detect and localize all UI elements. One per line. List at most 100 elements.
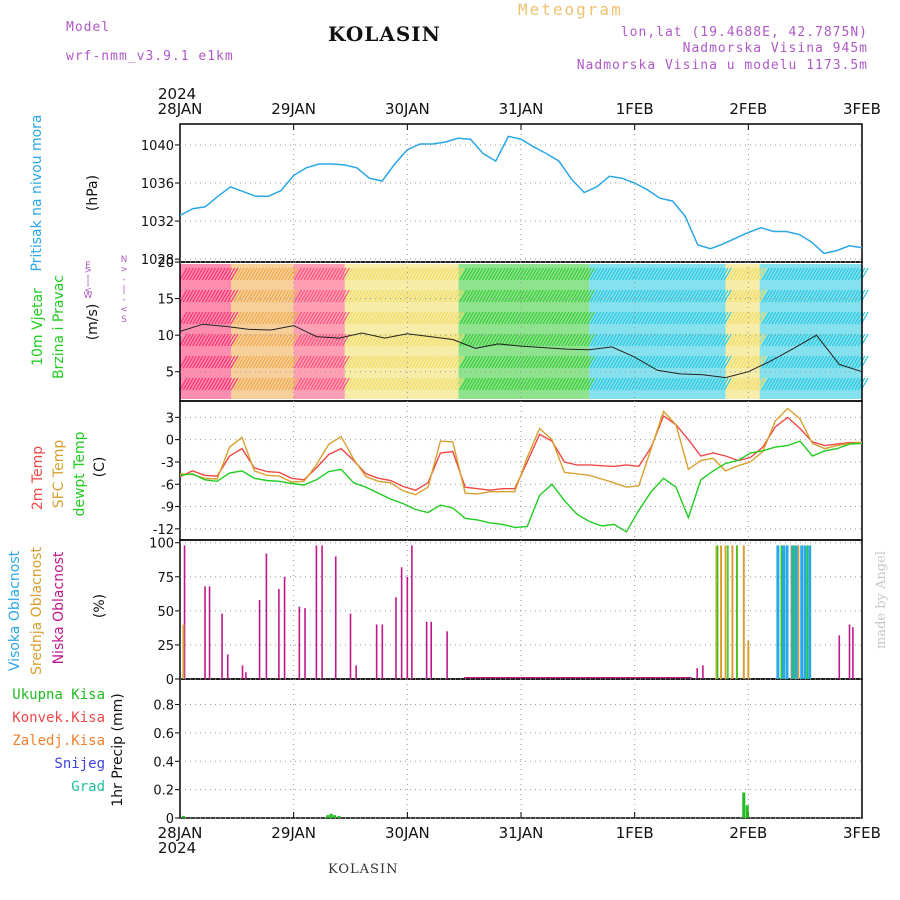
wind-barb [456, 267, 465, 281]
wind-legend-letter: - [122, 275, 125, 285]
wind-barb [446, 267, 455, 281]
wind-barb [182, 355, 191, 369]
wind-unit: (m/s) [85, 304, 101, 341]
wind-barb [399, 355, 408, 369]
wind-barb [561, 333, 570, 347]
wind-barb [494, 289, 503, 303]
wind-barb [653, 355, 662, 369]
wind-barb [666, 377, 675, 391]
wind-barb [236, 289, 245, 303]
wind-barb [714, 377, 723, 391]
wind-barb [278, 311, 287, 325]
wind-barb [437, 333, 446, 347]
wind-barb [663, 377, 672, 391]
wind-barb [303, 333, 312, 347]
wind-legend-letter: | [86, 276, 89, 286]
wind-barb [847, 377, 856, 391]
wind-barb [236, 333, 245, 347]
wind-barb [596, 377, 605, 391]
wind-barb [357, 267, 366, 281]
wind-barb [290, 267, 299, 281]
wind-barb [835, 289, 844, 303]
wind-barb [475, 377, 484, 391]
wind-barb [274, 333, 283, 347]
wind-barb [459, 355, 468, 369]
wind-barb [211, 377, 220, 391]
wind-barb [742, 267, 751, 281]
wind-barb [348, 333, 357, 347]
wind-barb [469, 311, 478, 325]
wind-barb [621, 355, 630, 369]
temp-series-dew [179, 440, 863, 533]
wind-barb [615, 289, 624, 303]
wind-barb [535, 333, 544, 347]
wind-barb [233, 289, 242, 303]
wind-barb [414, 267, 424, 281]
wind-barb [733, 333, 742, 347]
wind-barb [695, 377, 704, 391]
wind-barb [325, 289, 334, 303]
wind-barb [733, 267, 742, 281]
y-tick-label: 1036 [141, 177, 174, 192]
wind-barb [710, 311, 720, 325]
wind-barb [567, 311, 576, 325]
wind-barb [771, 355, 780, 369]
precip-bar [181, 815, 185, 818]
wind-barb [182, 267, 191, 281]
wind-barb [376, 355, 385, 369]
wind-barb [252, 355, 261, 369]
wind-barb [704, 267, 713, 281]
wind-barb [720, 267, 729, 281]
wind-barb [605, 377, 614, 391]
temp-ylabel-2m: 2m Temp [30, 446, 46, 510]
wind-barb [383, 289, 392, 303]
wind-barb [806, 377, 815, 391]
wind-barb [255, 311, 264, 325]
wind-barb [239, 333, 248, 347]
wind-barb [243, 311, 252, 325]
wind-barb [494, 355, 503, 369]
wind-barb [701, 333, 710, 347]
wind-barb [491, 355, 500, 369]
wind-barb [682, 377, 691, 391]
wind-barb [265, 311, 274, 325]
wind-barb [580, 267, 589, 281]
wind-barb [192, 333, 201, 347]
wind-barb [278, 355, 287, 369]
wind-barb [303, 355, 312, 369]
wind-barb [481, 289, 490, 303]
wind-barb [440, 333, 449, 347]
wind-barb [701, 377, 710, 391]
wind-barb [551, 355, 560, 369]
wind-barb [208, 377, 217, 391]
wind-barb [701, 311, 710, 325]
cloud-mid-bar [797, 545, 800, 679]
wind-barb [268, 377, 277, 391]
wind-barb [698, 377, 707, 391]
wind-barb [586, 267, 595, 281]
wind-barb [513, 333, 522, 347]
wind-barb [666, 289, 675, 303]
wind-barb [777, 267, 786, 281]
wind-barb [551, 289, 560, 303]
wind-barb [348, 267, 357, 281]
wind-barb [224, 267, 233, 281]
wind-barb [456, 333, 465, 347]
wind-barb [851, 355, 860, 369]
wind-barb [201, 311, 210, 325]
wind-barb [526, 267, 535, 281]
wind-barb [529, 289, 538, 303]
wind-barb [500, 355, 509, 369]
wind-barb [784, 289, 793, 303]
x-year-top: 2024 [158, 85, 196, 103]
wind-barb [749, 377, 758, 391]
wind-barb [309, 289, 319, 303]
wind-barb [364, 355, 373, 369]
wind-barb [755, 267, 764, 281]
wind-barb [835, 311, 844, 325]
wind-barb [437, 289, 446, 303]
wind-barb [319, 355, 328, 369]
wind-barb [781, 289, 790, 303]
wind-barb [367, 311, 376, 325]
wind-barb [278, 333, 287, 347]
